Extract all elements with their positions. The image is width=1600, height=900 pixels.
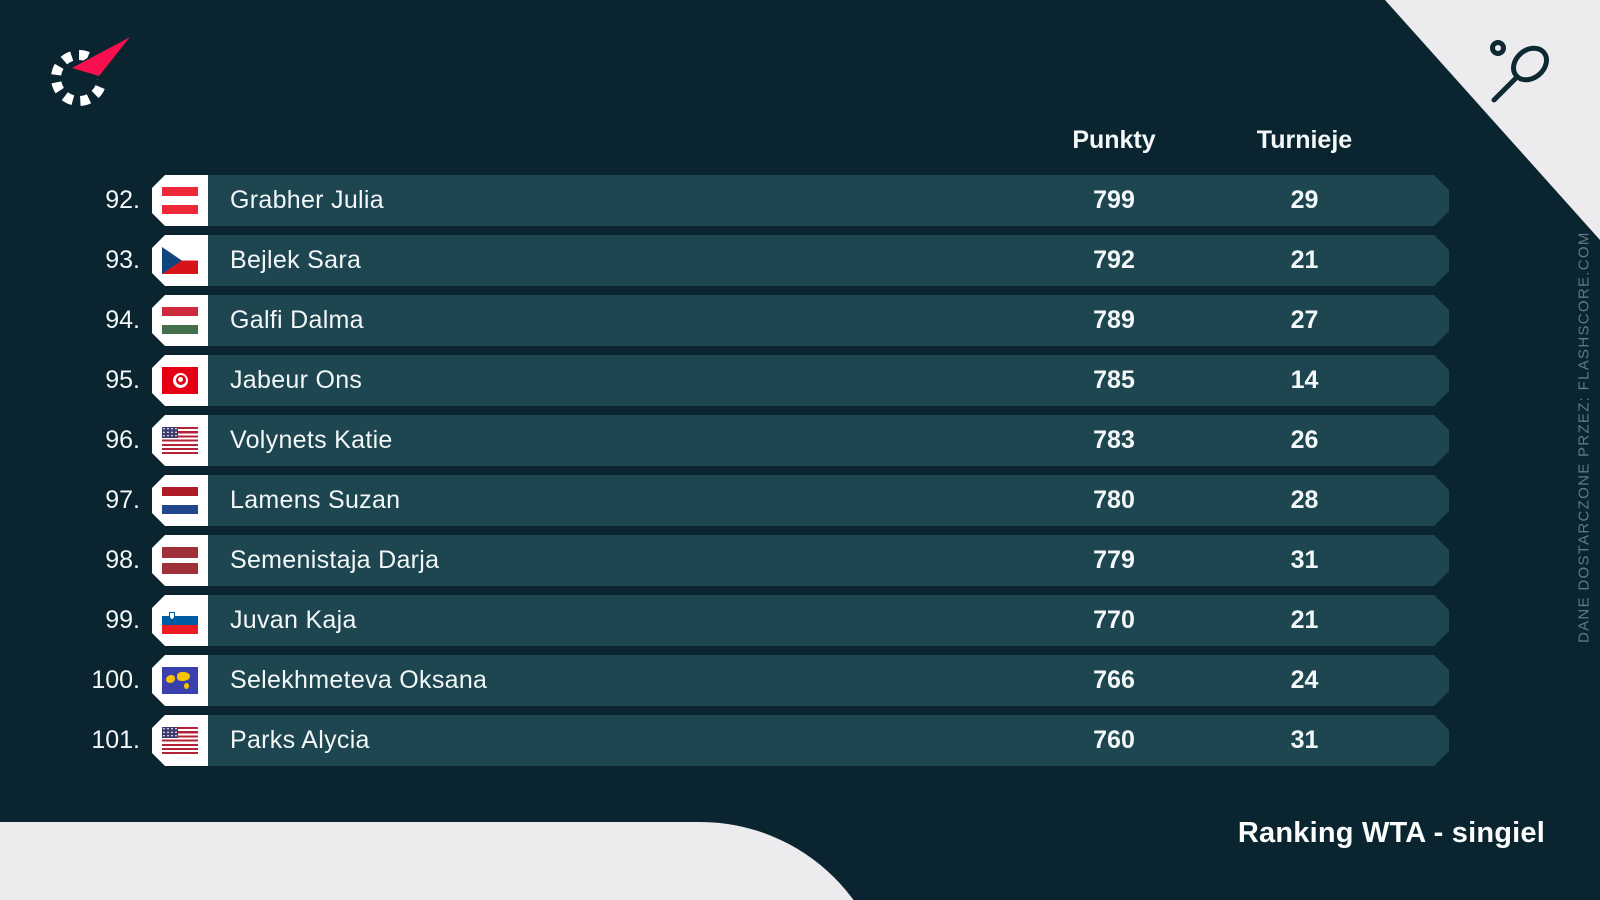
- tournaments-value: 24: [1290, 666, 1319, 694]
- table-row: 94. Galfi Dalma 789 27: [80, 295, 1449, 346]
- player-name: Jabeur Ons: [230, 366, 363, 394]
- rank-number: 96.: [105, 426, 140, 454]
- row-strip: Selekhmeteva Oksana 766 24: [208, 655, 1449, 706]
- flag-container: [152, 295, 208, 346]
- points-value: 799: [1093, 186, 1135, 214]
- points-value: 780: [1093, 486, 1135, 514]
- table-row: 98. Semenistaja Darja 779 31: [80, 535, 1449, 586]
- flag-container: [152, 175, 208, 226]
- logo-flag-wedge: [72, 37, 130, 76]
- tournaments-value: 21: [1290, 246, 1319, 274]
- player-name: Lamens Suzan: [230, 486, 401, 514]
- flag-container: [152, 595, 208, 646]
- points-value: 792: [1093, 246, 1135, 274]
- rank-number: 101.: [91, 726, 140, 754]
- table-row: 93. Bejlek Sara 792 21: [80, 235, 1449, 286]
- flag-container: [152, 415, 208, 466]
- tournaments-value: 31: [1290, 546, 1319, 574]
- tournaments-value: 28: [1290, 486, 1319, 514]
- tournaments-value: 21: [1290, 606, 1319, 634]
- flag-czechia-icon: [162, 247, 198, 274]
- player-name: Parks Alycia: [230, 726, 370, 754]
- tournaments-value: 14: [1290, 366, 1319, 394]
- tournaments-column-header: Turnieje: [1256, 126, 1353, 154]
- player-name: Juvan Kaja: [230, 606, 357, 634]
- flag-container: [152, 655, 208, 706]
- rank-number: 99.: [105, 606, 140, 634]
- flag-usa-icon: [162, 427, 198, 454]
- flag-world-icon: [162, 667, 198, 694]
- tournaments-value: 31: [1290, 726, 1319, 754]
- table-row: 100. Selekhmeteva Oksana 766 24: [80, 655, 1449, 706]
- table-row: 96. Volynets Katie 783 26: [80, 415, 1449, 466]
- table-row: 101. Parks Alycia 760 31: [80, 715, 1449, 766]
- player-name: Semenistaja Darja: [230, 546, 440, 574]
- tournaments-value: 26: [1290, 426, 1319, 454]
- points-value: 779: [1093, 546, 1135, 574]
- rank-number: 95.: [105, 366, 140, 394]
- points-value: 783: [1093, 426, 1135, 454]
- flag-container: [152, 535, 208, 586]
- table-row: 95. Jabeur Ons 785 14: [80, 355, 1449, 406]
- table-header: Punkty Turnieje: [80, 118, 1449, 163]
- table-row: 92. Grabher Julia 799 29: [80, 175, 1449, 226]
- row-strip: Parks Alycia 760 31: [208, 715, 1449, 766]
- rank-number: 97.: [105, 486, 140, 514]
- points-value: 789: [1093, 306, 1135, 334]
- flag-container: [152, 355, 208, 406]
- rank-number: 92.: [105, 186, 140, 214]
- rank-number: 100.: [91, 666, 140, 694]
- flag-container: [152, 715, 208, 766]
- row-strip: Grabher Julia 799 29: [208, 175, 1449, 226]
- player-name: Bejlek Sara: [230, 246, 362, 274]
- points-value: 766: [1093, 666, 1135, 694]
- ranking-table: Punkty Turnieje 92. Grabher Julia 799 29…: [80, 118, 1449, 775]
- flag-hungary-icon: [162, 307, 198, 334]
- tournaments-value: 29: [1290, 186, 1319, 214]
- player-name: Volynets Katie: [230, 426, 393, 454]
- ranking-caption: Ranking WTA - singiel: [1237, 817, 1545, 849]
- points-value: 785: [1093, 366, 1135, 394]
- rank-number: 98.: [105, 546, 140, 574]
- points-column-header: Punkty: [1072, 126, 1156, 154]
- table-rows: 92. Grabher Julia 799 29 93. Bejlek Sara…: [80, 175, 1449, 766]
- flag-netherlands-icon: [162, 487, 198, 514]
- flag-container: [152, 475, 208, 526]
- table-row: 97. Lamens Suzan 780 28: [80, 475, 1449, 526]
- data-provider-credit: DANE DOSTARCZONE PRZEZ: FLASHSCORE.COM: [1575, 231, 1593, 644]
- points-value: 760: [1093, 726, 1135, 754]
- flag-latvia-icon: [162, 547, 198, 574]
- player-name: Selekhmeteva Oksana: [230, 666, 488, 694]
- tournaments-value: 27: [1290, 306, 1319, 334]
- row-strip: Semenistaja Darja 779 31: [208, 535, 1449, 586]
- tennis-racket-icon: [1490, 40, 1549, 103]
- row-strip: Volynets Katie 783 26: [208, 415, 1449, 466]
- flag-usa-icon: [162, 727, 198, 754]
- flag-container: [152, 235, 208, 286]
- table-row: 99. Juvan Kaja 770 21: [80, 595, 1449, 646]
- flag-tunisia-icon: [162, 367, 198, 394]
- row-strip: Lamens Suzan 780 28: [208, 475, 1449, 526]
- row-strip: Bejlek Sara 792 21: [208, 235, 1449, 286]
- rank-number: 94.: [105, 306, 140, 334]
- row-strip: Jabeur Ons 785 14: [208, 355, 1449, 406]
- bottom-left-accent: [0, 822, 890, 900]
- rank-number: 93.: [105, 246, 140, 274]
- flashscore-logo-icon: [51, 32, 133, 106]
- player-name: Grabher Julia: [230, 186, 384, 214]
- row-strip: Juvan Kaja 770 21: [208, 595, 1449, 646]
- row-strip: Galfi Dalma 789 27: [208, 295, 1449, 346]
- player-name: Galfi Dalma: [230, 306, 364, 334]
- flag-slovenia-icon: [162, 607, 198, 634]
- flag-austria-icon: [162, 187, 198, 214]
- points-value: 770: [1093, 606, 1135, 634]
